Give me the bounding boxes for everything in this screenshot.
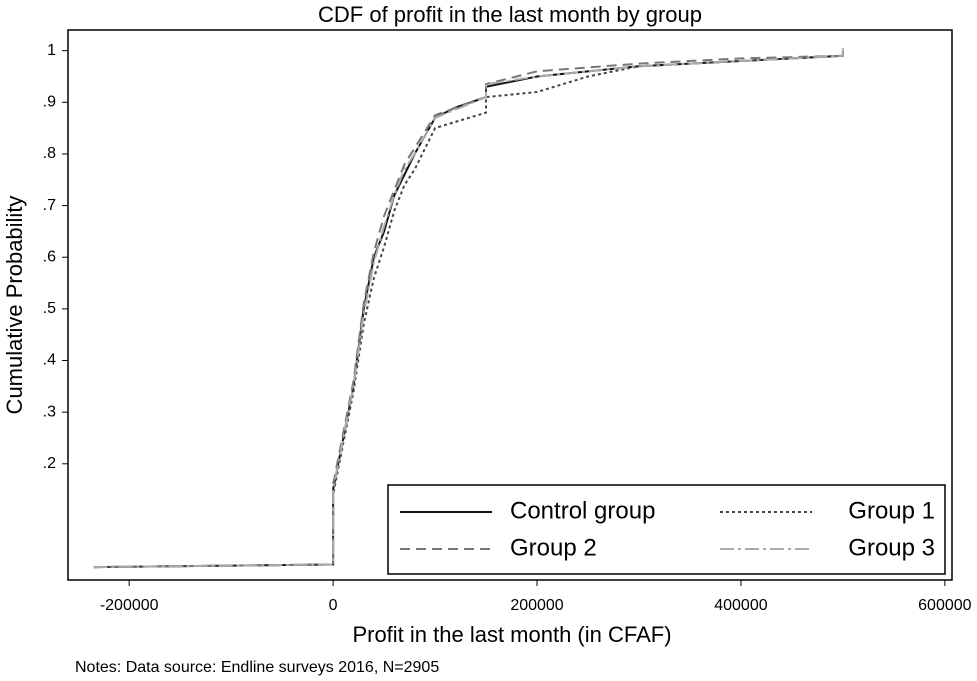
note: Notes: Data source: Endline surveys 2016… [75,659,439,676]
y-tick-label: .6 [43,248,56,265]
y-tick-label: 1 [47,42,56,59]
series-line [93,48,844,569]
y-tick-label: .9 [43,94,56,111]
x-tick-label: 400000 [714,597,767,614]
y-tick-label: .4 [43,352,56,369]
y-tick-label: .5 [43,300,56,317]
y-tick-label: .8 [43,145,56,162]
y-tick-label: .3 [43,403,56,420]
x-axis-title: Profit in the last month (in CFAF) [352,622,671,647]
legend-label: Group 1 [848,497,935,524]
legend-label: Control group [510,497,655,524]
series-line [93,54,843,569]
chart-title: CDF of profit in the last month by group [318,2,702,27]
plot-frame [67,29,953,581]
y-axis-title: Cumulative Probability [2,196,27,415]
x-tick-label: 200000 [510,597,563,614]
y-tick-label: .7 [43,197,56,214]
x-tick-label: 0 [329,597,338,614]
legend-box [387,484,946,575]
x-tick-label: 600000 [918,597,971,614]
legend-label: Group 2 [510,534,597,561]
legend-label: Group 3 [848,534,935,561]
x-tick-label: -200000 [100,597,159,614]
y-tick-label: .2 [43,455,56,472]
